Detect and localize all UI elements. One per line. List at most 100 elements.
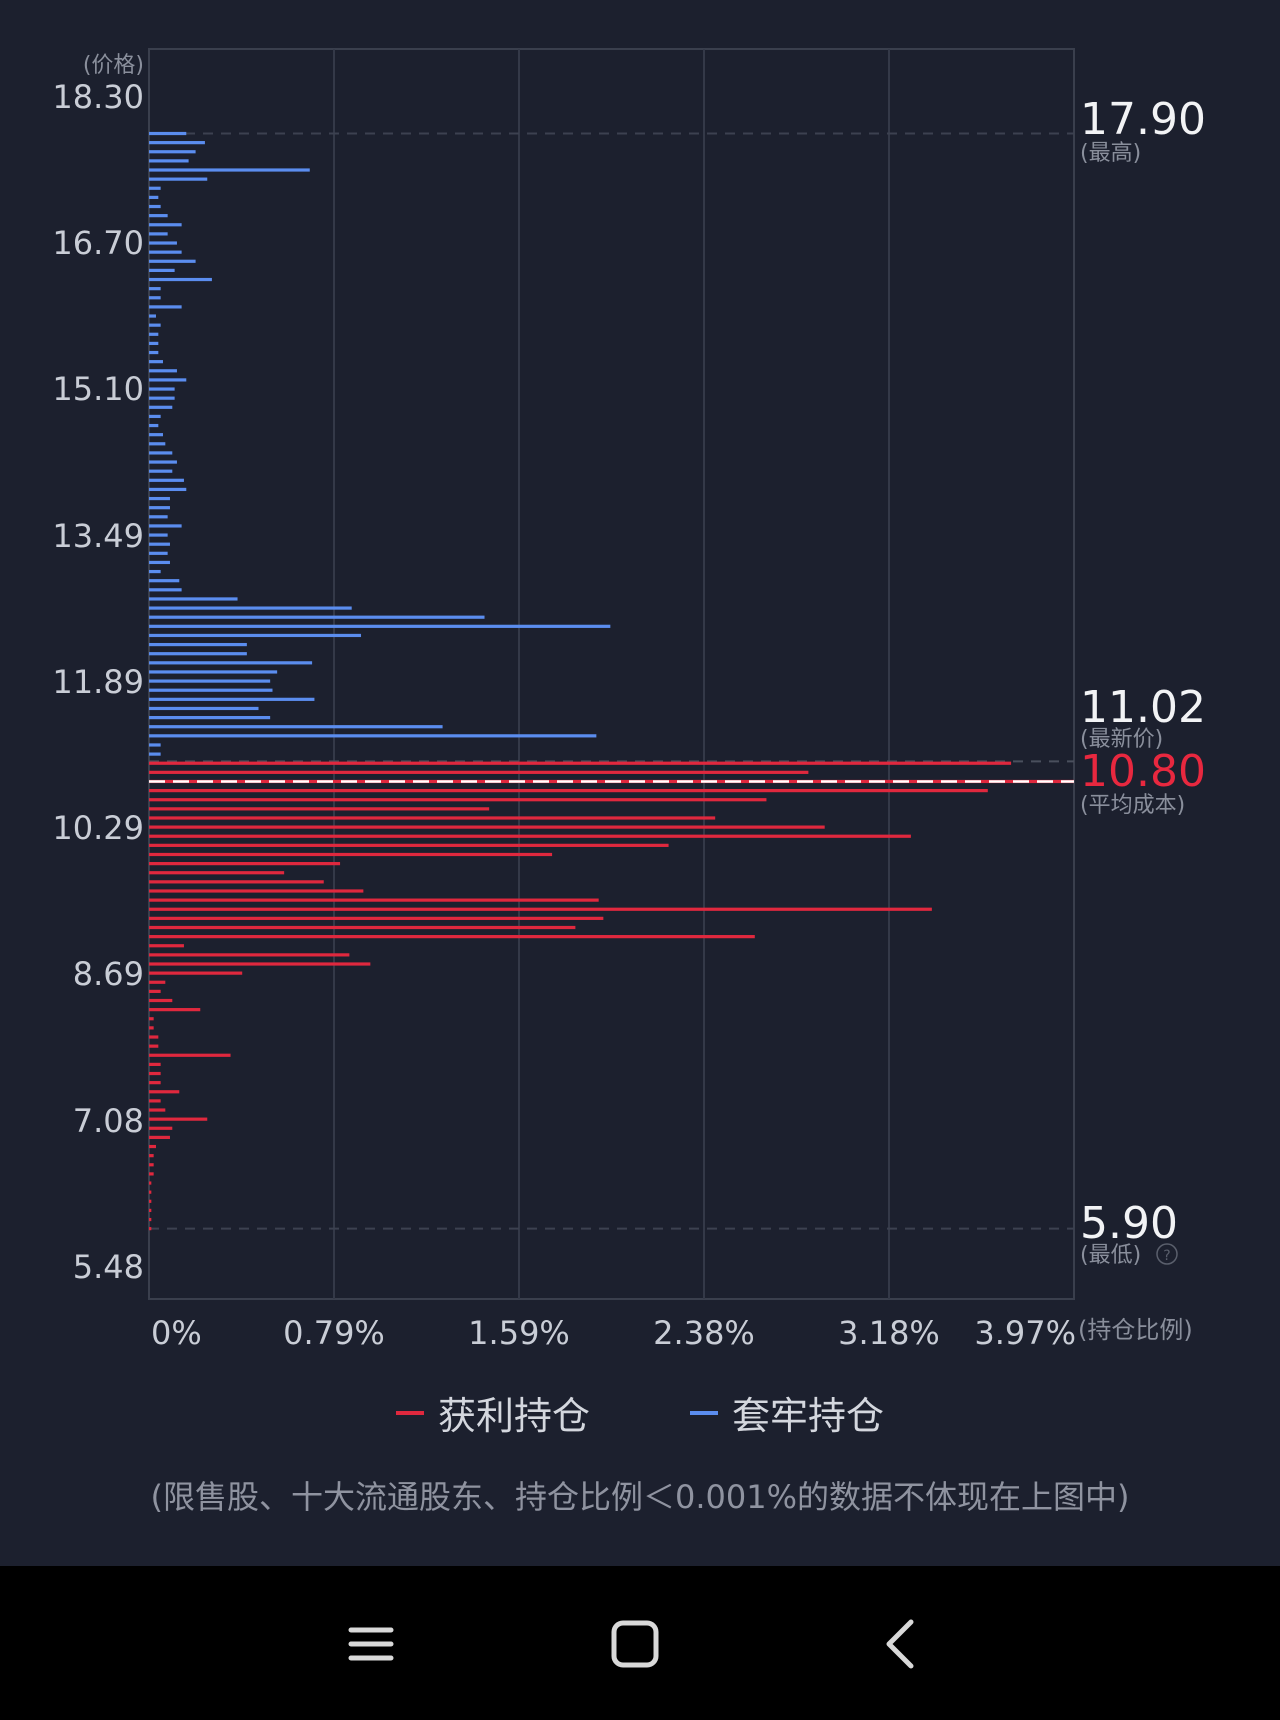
y-tick-label: 7.08: [73, 1102, 144, 1140]
trapped-bar: [149, 560, 170, 565]
profit-bar: [149, 862, 341, 866]
menu-icon: [348, 1627, 394, 1661]
trapped-bar: [149, 624, 611, 628]
trapped-bar: [149, 734, 597, 738]
trapped-bar: [149, 433, 163, 437]
trapped-bar: [149, 706, 259, 711]
trapped-bar: [149, 542, 170, 546]
profit-bar: [149, 989, 161, 993]
latest-price-value: 11.02: [1080, 682, 1206, 733]
trapped-bar: [149, 487, 187, 492]
latest-price-label: (最新价): [1080, 727, 1163, 752]
trapped-bar: [149, 204, 161, 209]
profit-bar: [149, 807, 490, 811]
profit-bar: [149, 889, 364, 893]
y-tick-label: 5.48: [73, 1248, 144, 1286]
trapped-bar: [149, 688, 273, 692]
trapped-bar: [149, 524, 182, 528]
marker-lines: [149, 132, 1074, 1230]
y-tick-label: 8.69: [73, 955, 144, 993]
x-tick-label: 0.79%: [283, 1314, 385, 1352]
trapped-bar: [149, 305, 182, 309]
trapped-bar: [149, 268, 175, 273]
chart-footnote: (限售股、十大流通股东、持仓比例＜0.001%的数据不体现在上图中): [150, 1478, 1130, 1516]
trapped-bar: [149, 314, 156, 318]
help-icon[interactable]: ?: [1156, 1243, 1178, 1265]
profit-bar: [149, 1190, 152, 1194]
trapped-bar: [149, 642, 247, 647]
profit-bar: [149, 1081, 161, 1085]
profit-bar: [149, 953, 350, 957]
trapped-bar: [149, 177, 208, 181]
x-tick-label: 3.18%: [838, 1314, 940, 1352]
profit-bar: [149, 761, 1012, 765]
trapped-bar: [149, 478, 184, 482]
trapped-bar: [149, 350, 159, 355]
profit-bar: [149, 916, 604, 920]
trapped-bar: [149, 423, 159, 428]
trapped-bar: [149, 378, 187, 382]
profit-bar: [149, 962, 371, 966]
svg-text:?: ?: [1163, 1248, 1170, 1264]
trapped-bar: [149, 287, 161, 291]
trapped-bar: [149, 168, 310, 172]
profit-bar: [149, 1053, 231, 1057]
trapped-bar: [149, 414, 161, 419]
trapped-bar: [149, 323, 161, 327]
profit-bar: [149, 1017, 154, 1021]
trapped-bar: [149, 223, 182, 227]
trapped-bar: [149, 533, 168, 537]
trapped-bar: [149, 743, 161, 747]
back-button[interactable]: [863, 1606, 939, 1682]
trapped-bar: [149, 341, 159, 346]
trapped-bar: [149, 551, 168, 555]
y-axis-ticks: 18.30 16.70 15.10 13.49 11.89 10.29 8.69 7.08 5.…: [52, 78, 144, 1286]
back-chevron-icon: [886, 1619, 914, 1669]
profit-bar: [149, 789, 988, 793]
profit-bar: [149, 944, 184, 948]
y-tick-label: 13.49: [52, 517, 144, 555]
trapped-bar: [149, 579, 180, 583]
trapped-bar: [149, 396, 175, 400]
x-axis-ticks: 0% 0.79% 1.59% 2.38% 3.18% 3.97%: [151, 1314, 1076, 1352]
x-tick-label: 2.38%: [653, 1314, 755, 1352]
y-tick-label: 10.29: [52, 809, 144, 847]
profit-bar: [149, 1217, 152, 1222]
avg-cost-value: 10.80: [1080, 746, 1206, 797]
legend-swatch-profit: [395, 1410, 424, 1415]
profit-bar: [149, 935, 755, 939]
plot-frame: [148, 48, 1075, 1300]
trapped-bar: [149, 250, 182, 254]
menu-button[interactable]: [333, 1606, 409, 1682]
profit-bar: [149, 1099, 161, 1103]
trapped-bar: [149, 405, 173, 409]
profit-bar: [149, 1199, 152, 1203]
high-price-value: 17.90: [1080, 94, 1206, 145]
profit-bar: [149, 1108, 166, 1112]
trapped-bar: [149, 141, 205, 145]
profit-bar: [149, 1090, 180, 1094]
profit-bar: [149, 1144, 156, 1149]
trapped-bar: [149, 214, 168, 218]
profit-bar: [149, 871, 285, 875]
trapped-bar: [149, 241, 177, 245]
trapped-bar: [149, 652, 247, 656]
profit-bar: [149, 1026, 154, 1030]
trapped-bar: [149, 661, 313, 665]
home-button[interactable]: [597, 1606, 673, 1682]
bars: [149, 131, 1074, 1231]
legend-item-trapped: 套牢持仓: [690, 1385, 884, 1440]
trapped-bar: [149, 515, 168, 519]
profit-bar: [149, 1135, 170, 1140]
x-tick-label: 0%: [151, 1314, 202, 1352]
x-axis-unit: (持仓比例): [1078, 1316, 1193, 1344]
profit-bar: [149, 880, 324, 884]
profit-bar: [149, 1062, 161, 1066]
y-tick-label: 15.10: [52, 370, 144, 408]
home-square-icon: [611, 1620, 659, 1668]
y-axis-unit: (价格): [83, 53, 144, 78]
profit-bar: [149, 898, 599, 902]
trapped-bar: [149, 150, 196, 154]
trapped-bar: [149, 725, 443, 729]
profit-bar: [149, 1163, 154, 1167]
